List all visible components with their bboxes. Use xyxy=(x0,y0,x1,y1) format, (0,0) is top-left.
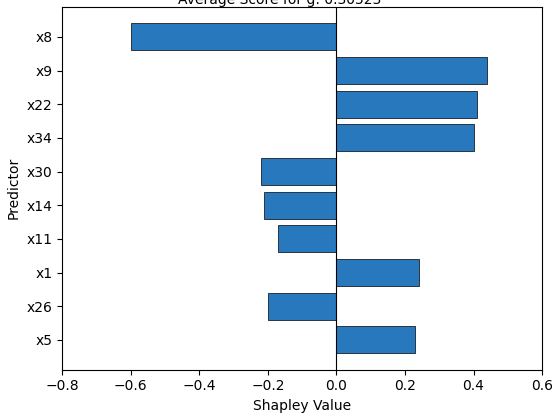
Text: Query Point Prediction: g
Query Point Score for g: 1.1667
Average Score for g: 0: Query Point Prediction: g Query Point Sc… xyxy=(171,0,389,7)
X-axis label: Shapley Value: Shapley Value xyxy=(253,399,351,413)
Bar xyxy=(268,293,337,320)
Bar xyxy=(261,158,337,185)
Bar xyxy=(337,259,419,286)
Y-axis label: Predictor: Predictor xyxy=(7,157,21,220)
Bar xyxy=(337,91,477,118)
Bar xyxy=(264,192,337,219)
Bar xyxy=(337,124,474,151)
Bar xyxy=(131,24,337,50)
Bar xyxy=(337,57,487,84)
Bar xyxy=(278,226,337,252)
Bar xyxy=(337,326,416,353)
